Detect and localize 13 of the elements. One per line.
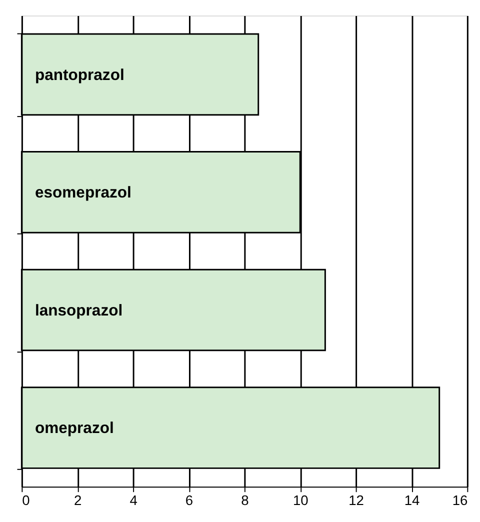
x-tick-label: 16 <box>452 492 468 508</box>
y-tick-label: lansoprazol <box>34 302 123 320</box>
x-tick-label: 2 <box>74 492 82 508</box>
x-tick-label: 14 <box>404 492 420 508</box>
x-tick-label: 10 <box>292 492 309 508</box>
x-tick-label: 12 <box>348 492 364 508</box>
x-tick-label: 6 <box>185 492 194 508</box>
y-tick-label: omeprazol <box>34 420 114 438</box>
x-tick-label: 0 <box>22 492 30 508</box>
x-tick-label: 8 <box>241 492 250 508</box>
y-tick-label: pantoprazol <box>34 66 124 84</box>
x-tick-label: 4 <box>130 492 138 508</box>
y-tick-label: esomeprazol <box>34 184 132 202</box>
